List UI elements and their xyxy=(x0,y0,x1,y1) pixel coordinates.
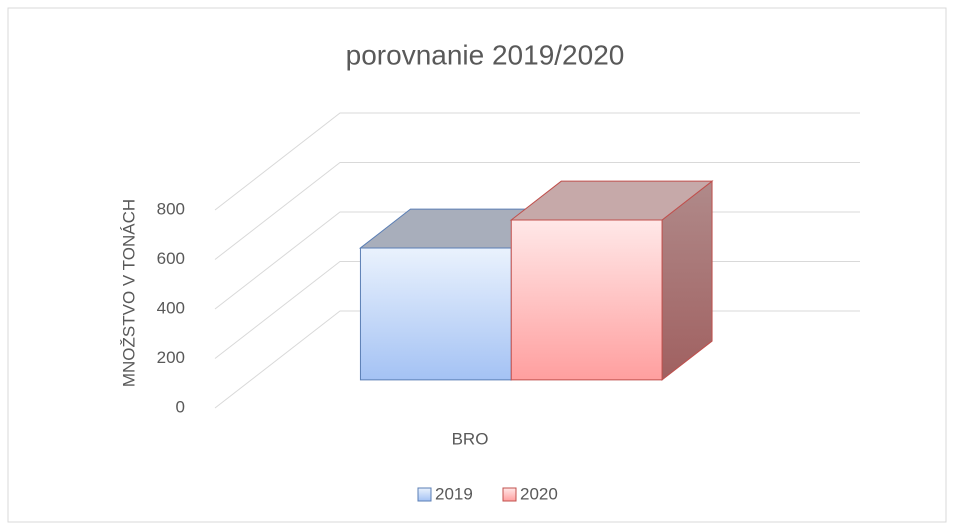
legend-swatch xyxy=(417,487,432,502)
y-tick-label: 200 xyxy=(157,348,185,367)
bar xyxy=(359,247,512,381)
x-tick-label: BRO xyxy=(452,429,489,448)
legend-swatch xyxy=(502,487,517,502)
y-axis-label: MNOŽSTVO V TONÁCH xyxy=(119,199,138,387)
y-tick-label: 600 xyxy=(157,249,185,268)
grid-line xyxy=(214,112,860,211)
y-tick-label: 400 xyxy=(157,298,185,317)
legend-label: 2019 xyxy=(435,484,473,503)
y-tick-label: 800 xyxy=(157,199,185,218)
chart-title: porovnanie 2019/2020 xyxy=(346,39,625,70)
y-tick-label: 0 xyxy=(176,397,185,416)
bar xyxy=(510,219,663,381)
legend-label: 2020 xyxy=(520,484,558,503)
grid-line xyxy=(214,162,860,260)
